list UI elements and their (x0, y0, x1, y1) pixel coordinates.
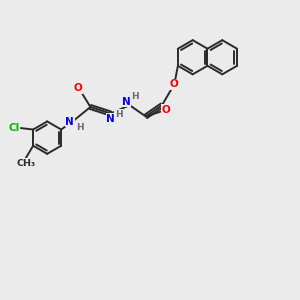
Text: H: H (131, 92, 139, 101)
Text: H: H (76, 123, 83, 132)
Text: CH₃: CH₃ (16, 159, 35, 168)
Text: N: N (65, 117, 74, 127)
Text: O: O (161, 105, 170, 115)
Text: O: O (74, 83, 82, 93)
Text: O: O (170, 79, 179, 89)
Text: Cl: Cl (9, 123, 20, 133)
Text: N: N (106, 114, 115, 124)
Text: N: N (122, 97, 130, 107)
Text: H: H (115, 110, 122, 118)
